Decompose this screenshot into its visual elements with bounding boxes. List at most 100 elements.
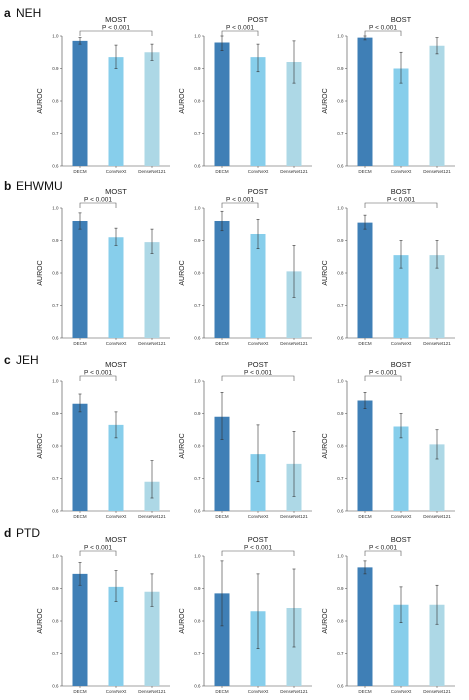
- y-tick-label: 0.7: [337, 303, 344, 308]
- y-tick-label: 0.7: [337, 476, 344, 481]
- y-tick-label: 0.7: [194, 476, 201, 481]
- y-tick-label: 0.9: [194, 586, 201, 591]
- y-tick-label: 0.6: [52, 336, 59, 341]
- y-tick-label: 0.7: [52, 651, 59, 656]
- bar-decm: [72, 573, 88, 686]
- y-tick-label: 0.7: [52, 476, 59, 481]
- significance-label: P < 0.001: [84, 197, 112, 204]
- bar-decm: [214, 593, 230, 686]
- significance-bracket: [221, 202, 259, 208]
- y-tick-label: 0.9: [194, 411, 201, 416]
- panel-a-bost: BOST AUROC 0.6 0.7 0.8 0.9 1.0 DECM ConvNeXt Dens…: [322, 15, 455, 174]
- panel-title: BOST: [391, 15, 412, 24]
- significance-label: P < 0.001: [387, 197, 415, 204]
- significance-bracket: [79, 202, 117, 208]
- row-title: JEH: [16, 353, 39, 367]
- y-tick-label: 0.8: [52, 271, 59, 276]
- significance-label: P < 0.001: [84, 370, 112, 377]
- bar-densenet121: [286, 271, 302, 338]
- significance-bracket: [364, 202, 438, 208]
- x-tick-label: DenseNet121: [138, 514, 166, 519]
- panel-title: BOST: [391, 187, 412, 196]
- panel-title: BOST: [391, 535, 412, 544]
- x-tick-label: DECM: [215, 689, 229, 694]
- y-tick-label: 0.6: [194, 684, 201, 689]
- panel-b-bost: BOST AUROC 0.6 0.7 0.8 0.9 1.0 DECM ConvNeXt Dens…: [322, 187, 455, 346]
- bar-decm: [214, 42, 230, 166]
- x-tick-label: DECM: [215, 169, 229, 174]
- y-axis-label: AUROC: [179, 260, 186, 285]
- x-tick-label: ConvNeXt: [106, 341, 127, 346]
- panel-title: MOST: [105, 360, 127, 369]
- significance-label: P < 0.001: [369, 545, 397, 552]
- y-tick-label: 0.9: [337, 586, 344, 591]
- row-letter: a: [4, 6, 11, 20]
- x-tick-label: DECM: [358, 689, 372, 694]
- y-axis-label: AUROC: [37, 260, 44, 285]
- y-tick-label: 0.8: [337, 99, 344, 104]
- x-tick-label: ConvNeXt: [248, 514, 269, 519]
- x-tick-label: ConvNeXt: [391, 689, 412, 694]
- y-tick-label: 0.8: [194, 619, 201, 624]
- y-axis-label: AUROC: [37, 433, 44, 458]
- x-tick-label: DenseNet121: [280, 341, 308, 346]
- bar-convnext: [108, 237, 124, 338]
- row-title: EHWMU: [16, 179, 63, 193]
- panel-b-most: MOST AUROC 0.6 0.7 0.8 0.9 1.0 DECM ConvNeXt Dens…: [37, 187, 170, 346]
- y-tick-label: 1.0: [337, 34, 344, 39]
- y-tick-label: 1.0: [52, 34, 59, 39]
- bar-decm: [72, 221, 88, 338]
- panel-title: BOST: [391, 360, 412, 369]
- x-tick-label: DenseNet121: [423, 689, 451, 694]
- significance-bracket: [221, 375, 295, 381]
- bar-convnext: [250, 57, 266, 166]
- panel-title: POST: [248, 535, 269, 544]
- panel-title: POST: [248, 15, 269, 24]
- significance-label: P < 0.001: [84, 545, 112, 552]
- y-tick-label: 0.8: [52, 99, 59, 104]
- x-tick-label: DenseNet121: [280, 169, 308, 174]
- significance-bracket: [364, 550, 402, 556]
- panel-d-bost: BOST AUROC 0.6 0.7 0.8 0.9 1.0 DECM ConvNeXt Dens…: [322, 535, 455, 694]
- row-header-d: d PTD: [4, 526, 40, 540]
- y-tick-label: 0.9: [52, 586, 59, 591]
- significance-bracket: [364, 30, 402, 36]
- y-axis-label: AUROC: [37, 88, 44, 113]
- bar-convnext: [250, 234, 266, 338]
- x-tick-label: ConvNeXt: [391, 169, 412, 174]
- x-tick-label: DECM: [358, 169, 372, 174]
- x-tick-label: ConvNeXt: [106, 169, 127, 174]
- bar-decm: [357, 222, 373, 338]
- panel-a-post: POST AUROC 0.6 0.7 0.8 0.9 1.0 DECM ConvNeXt Dens…: [179, 15, 312, 174]
- x-tick-label: DECM: [73, 514, 87, 519]
- bar-densenet121: [286, 62, 302, 166]
- bar-densenet121: [429, 255, 445, 338]
- bar-densenet121: [429, 604, 445, 686]
- y-axis-label: AUROC: [179, 88, 186, 113]
- bar-convnext: [108, 586, 124, 686]
- x-tick-label: DECM: [215, 341, 229, 346]
- row-title: NEH: [16, 6, 41, 20]
- panel-title: MOST: [105, 535, 127, 544]
- x-tick-label: DenseNet121: [138, 689, 166, 694]
- bar-decm: [72, 40, 88, 166]
- y-tick-label: 0.6: [52, 684, 59, 689]
- y-tick-label: 1.0: [52, 379, 59, 384]
- significance-bracket: [364, 375, 402, 381]
- row-letter: b: [4, 179, 11, 193]
- x-tick-label: DenseNet121: [423, 341, 451, 346]
- bar-densenet121: [144, 52, 160, 166]
- y-tick-label: 0.6: [194, 336, 201, 341]
- panel-title: POST: [248, 360, 269, 369]
- panel-a-most: MOST AUROC 0.6 0.7 0.8 0.9 1.0 DECM ConvNeXt Dens…: [37, 15, 170, 174]
- significance-bracket: [221, 30, 259, 36]
- y-tick-label: 0.6: [337, 164, 344, 169]
- significance-label: P < 0.001: [244, 370, 272, 377]
- y-axis-label: AUROC: [322, 260, 329, 285]
- x-tick-label: DenseNet121: [280, 514, 308, 519]
- y-tick-label: 1.0: [337, 554, 344, 559]
- significance-label: P < 0.001: [102, 25, 130, 32]
- panel-b-post: POST AUROC 0.6 0.7 0.8 0.9 1.0 DECM ConvNeXt Dens…: [179, 187, 312, 346]
- x-tick-label: DenseNet121: [138, 169, 166, 174]
- panel-c-most: MOST AUROC 0.6 0.7 0.8 0.9 1.0 DECM ConvNeXt Dens…: [37, 360, 170, 519]
